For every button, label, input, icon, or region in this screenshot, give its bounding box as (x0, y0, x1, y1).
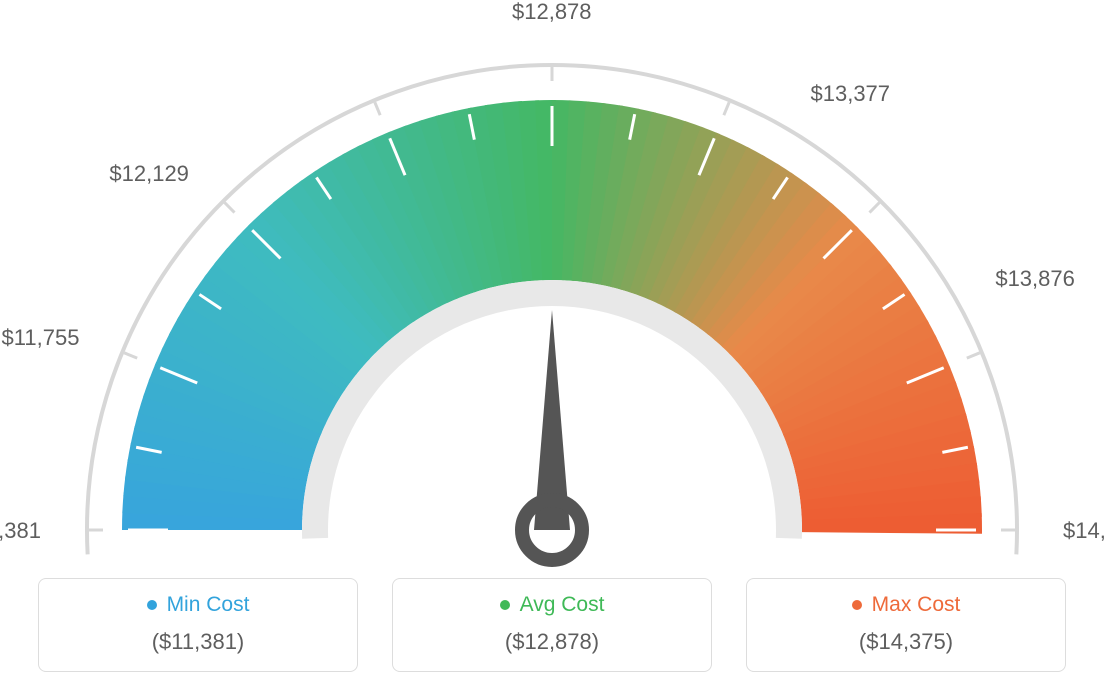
legend-card-max: Max Cost ($14,375) (746, 578, 1066, 672)
dot-icon (500, 600, 510, 610)
legend-label: Max Cost (872, 593, 961, 617)
gauge-scale-label: $13,876 (995, 266, 1075, 292)
dot-icon (852, 600, 862, 610)
gauge-scale-label: $14,375 (1063, 518, 1104, 544)
gauge-scale-label: $11,381 (0, 518, 41, 544)
gauge-svg (52, 20, 1052, 580)
gauge-scale-label: $11,755 (2, 325, 80, 351)
legend-card-min: Min Cost ($11,381) (38, 578, 358, 672)
dot-icon (147, 600, 157, 610)
legend-row: Min Cost ($11,381) Avg Cost ($12,878) Ma… (0, 578, 1104, 672)
gauge-scale-label: $13,377 (811, 81, 891, 107)
gauge-scale-label: $12,878 (512, 0, 592, 25)
legend-card-avg: Avg Cost ($12,878) (392, 578, 712, 672)
legend-label: Avg Cost (520, 593, 605, 617)
legend-label: Min Cost (167, 593, 250, 617)
legend-value: ($11,381) (49, 629, 347, 655)
legend-value: ($12,878) (403, 629, 701, 655)
gauge-chart: $11,381 $11,755 $12,129 $12,878 $13,377 $13,8… (0, 0, 1104, 560)
gauge-scale-label: $12,129 (109, 161, 189, 187)
legend-value: ($14,375) (757, 629, 1055, 655)
